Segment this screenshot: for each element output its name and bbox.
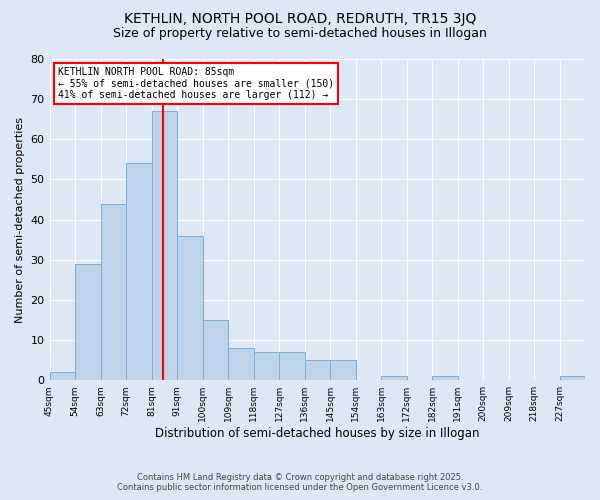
Y-axis label: Number of semi-detached properties: Number of semi-detached properties (15, 116, 25, 322)
Bar (228, 348, 254, 380)
Bar (101, 204, 126, 380)
Bar (203, 320, 228, 380)
Bar (381, 376, 407, 380)
Bar (152, 111, 177, 380)
Bar (75, 264, 101, 380)
Bar (560, 376, 585, 380)
Bar (279, 352, 305, 380)
Bar (50, 372, 75, 380)
Bar (432, 376, 458, 380)
Bar (177, 236, 203, 380)
Text: KETHLIN, NORTH POOL ROAD, REDRUTH, TR15 3JQ: KETHLIN, NORTH POOL ROAD, REDRUTH, TR15 … (124, 12, 476, 26)
Text: KETHLIN NORTH POOL ROAD: 85sqm
← 55% of semi-detached houses are smaller (150)
4: KETHLIN NORTH POOL ROAD: 85sqm ← 55% of … (58, 67, 334, 100)
Bar (330, 360, 356, 380)
Bar (254, 352, 279, 380)
Bar (305, 360, 330, 380)
Text: Size of property relative to semi-detached houses in Illogan: Size of property relative to semi-detach… (113, 28, 487, 40)
Text: Contains HM Land Registry data © Crown copyright and database right 2025.
Contai: Contains HM Land Registry data © Crown c… (118, 473, 482, 492)
X-axis label: Distribution of semi-detached houses by size in Illogan: Distribution of semi-detached houses by … (155, 427, 479, 440)
Bar (126, 164, 152, 380)
